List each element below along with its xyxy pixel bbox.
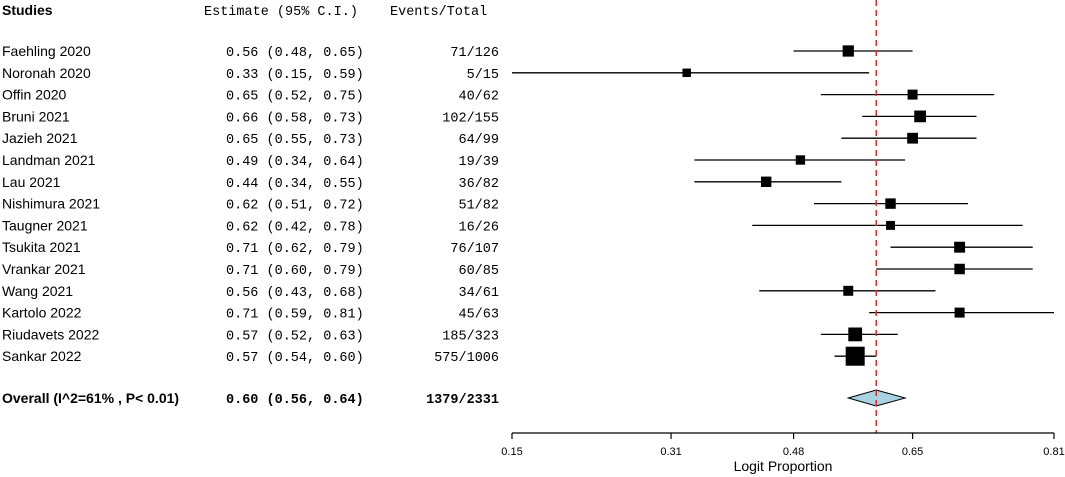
study-row: Nishimura 2021 0.62 (0.51, 0.72) 51/82 <box>2 196 968 214</box>
study-ci: 0.56 (0.43, 0.68) <box>226 286 364 301</box>
study-marker <box>954 263 965 275</box>
study-label: Vrankar 2021 <box>2 261 86 277</box>
x-axis: 0.15 0.31 0.48 0.65 0.81 Logit Proportion <box>501 432 1065 474</box>
study-ci: 0.57 (0.52, 0.63) <box>226 329 364 344</box>
study-events: 76/107 <box>450 242 499 257</box>
study-ci: 0.57 (0.54, 0.60) <box>226 351 364 366</box>
x-tick-label: 0.48 <box>783 446 804 458</box>
overall-events: 1379/2331 <box>426 393 499 408</box>
study-events: 5/15 <box>467 68 499 83</box>
overall-ci: 0.60 (0.56, 0.64) <box>226 393 364 408</box>
study-ci: 0.44 (0.34, 0.55) <box>226 177 364 192</box>
study-ci: 0.33 (0.15, 0.59) <box>226 68 364 83</box>
study-marker <box>886 220 896 230</box>
study-label: Lau 2021 <box>2 174 61 190</box>
study-ci: 0.62 (0.51, 0.72) <box>226 199 364 214</box>
study-label: Wang 2021 <box>2 283 73 299</box>
study-events: 102/155 <box>442 111 499 126</box>
study-events: 51/82 <box>458 199 499 214</box>
study-marker <box>842 45 854 57</box>
study-row: Lau 2021 0.44 (0.34, 0.55) 36/82 <box>2 174 842 192</box>
x-axis-label: Logit Proportion <box>734 458 833 474</box>
study-ci: 0.71 (0.59, 0.81) <box>226 308 364 323</box>
study-row: Riudavets 2022 0.57 (0.52, 0.63) 185/323 <box>2 326 898 344</box>
study-label: Taugner 2021 <box>2 217 88 233</box>
study-rows: Faehling 2020 0.56 (0.48, 0.65) 71/126 Noro… <box>2 43 1054 366</box>
study-label: Bruni 2021 <box>2 108 70 124</box>
study-marker <box>848 327 863 342</box>
study-marker <box>795 155 806 165</box>
study-events: 45/63 <box>458 308 499 323</box>
study-ci: 0.65 (0.52, 0.75) <box>226 90 364 105</box>
study-ci: 0.66 (0.58, 0.73) <box>226 111 364 126</box>
study-label: Landman 2021 <box>2 152 96 168</box>
x-tick-label: 0.81 <box>1043 446 1064 458</box>
study-row: Taugner 2021 0.62 (0.42, 0.78) 16/26 <box>2 217 1023 235</box>
study-events: 575/1006 <box>434 351 499 366</box>
study-row: Jazieh 2021 0.65 (0.55, 0.73) 64/99 <box>2 130 977 148</box>
study-events: 185/323 <box>442 329 499 344</box>
study-row: Landman 2021 0.49 (0.34, 0.64) 19/39 <box>2 152 906 170</box>
study-events: 16/26 <box>458 220 499 235</box>
study-row: Sankar 2022 0.57 (0.54, 0.60) 575/1006 <box>2 346 877 366</box>
study-label: Riudavets 2022 <box>2 326 100 342</box>
study-ci: 0.65 (0.55, 0.73) <box>226 133 364 148</box>
study-row: Noronah 2020 0.33 (0.15, 0.59) 5/15 <box>2 65 870 83</box>
study-ci: 0.62 (0.42, 0.78) <box>226 220 364 235</box>
study-ci: 0.71 (0.60, 0.79) <box>226 264 364 279</box>
study-row: Vrankar 2021 0.71 (0.60, 0.79) 60/85 <box>2 261 1033 279</box>
x-tick-label: 0.65 <box>902 446 923 458</box>
study-label: Nishimura 2021 <box>2 196 100 212</box>
study-row: Wang 2021 0.56 (0.43, 0.68) 34/61 <box>2 283 936 301</box>
study-events: 40/62 <box>458 90 499 105</box>
studies-header: Studies <box>2 2 53 18</box>
study-row: Faehling 2020 0.56 (0.48, 0.65) 71/126 <box>2 43 913 61</box>
events-header: Events/Total <box>390 5 487 20</box>
study-marker <box>682 68 691 78</box>
study-marker <box>954 241 966 253</box>
overall-diamond <box>846 389 908 407</box>
study-marker <box>760 176 772 188</box>
overall-row: Overall (I^2=61% , P< 0.01) 0.60 (0.56, 0… <box>2 0 908 433</box>
study-marker <box>954 307 965 318</box>
study-row: Tsukita 2021 0.71 (0.62, 0.79) 76/107 <box>2 239 1033 257</box>
overall-label: Overall (I^2=61% , P< 0.01) <box>2 390 179 406</box>
study-marker <box>843 285 854 296</box>
estimate-header: Estimate (95% C.I.) <box>204 5 358 20</box>
study-ci: 0.49 (0.34, 0.64) <box>226 155 364 170</box>
study-events: 34/61 <box>458 286 499 301</box>
x-tick-label: 0.31 <box>660 446 681 458</box>
study-label: Kartolo 2022 <box>2 305 82 321</box>
x-tick-label: 0.15 <box>501 446 522 458</box>
study-label: Noronah 2020 <box>2 65 91 81</box>
study-ci: 0.56 (0.48, 0.65) <box>226 46 364 61</box>
study-events: 71/126 <box>450 46 499 61</box>
study-marker <box>845 346 865 366</box>
study-marker <box>907 132 918 144</box>
study-row: Offin 2020 0.65 (0.52, 0.75) 40/62 <box>2 87 995 105</box>
study-label: Jazieh 2021 <box>2 130 78 146</box>
study-label: Offin 2020 <box>2 87 67 103</box>
study-label: Tsukita 2021 <box>2 239 81 255</box>
study-row: Bruni 2021 0.66 (0.58, 0.73) 102/155 <box>2 108 977 126</box>
study-ci: 0.71 (0.62, 0.79) <box>226 242 364 257</box>
study-row: Kartolo 2022 0.71 (0.59, 0.81) 45/63 <box>2 305 1054 323</box>
study-marker <box>885 198 896 209</box>
study-events: 64/99 <box>458 133 499 148</box>
study-label: Faehling 2020 <box>2 43 91 59</box>
study-events: 36/82 <box>458 177 499 192</box>
study-events: 19/39 <box>458 155 499 170</box>
study-events: 60/85 <box>458 264 499 279</box>
study-label: Sankar 2022 <box>2 348 82 364</box>
study-marker <box>914 110 926 123</box>
study-marker <box>907 89 918 100</box>
